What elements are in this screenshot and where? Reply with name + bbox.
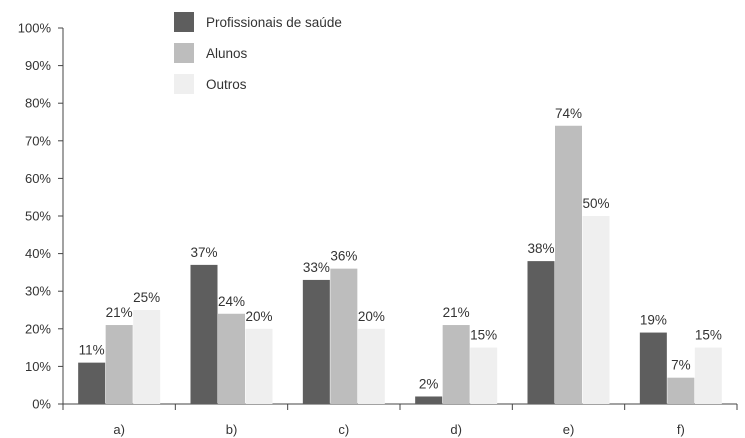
- x-tick-label: d): [450, 422, 462, 437]
- data-label: 50%: [582, 196, 609, 211]
- y-tick-label: 30%: [25, 284, 51, 299]
- legend-swatch: [174, 43, 194, 63]
- legend-label: Profissionais de saúde: [206, 15, 342, 30]
- y-tick-label: 10%: [25, 359, 51, 374]
- y-tick-label: 60%: [25, 171, 51, 186]
- bar: [639, 332, 667, 404]
- data-label: 15%: [695, 328, 722, 343]
- bar: [302, 279, 330, 404]
- data-label: 2%: [419, 376, 439, 391]
- y-tick-label: 100%: [18, 21, 52, 36]
- data-label: 33%: [303, 260, 330, 275]
- data-label: 38%: [527, 241, 554, 256]
- legend-label: Outros: [206, 77, 247, 92]
- data-label: 20%: [245, 309, 272, 324]
- data-label: 74%: [555, 106, 582, 121]
- data-label: 25%: [133, 290, 160, 305]
- data-label: 19%: [640, 313, 667, 328]
- bar: [582, 216, 610, 404]
- legend: Profissionais de saúde Alunos Outros: [174, 12, 342, 94]
- y-tick-label: 90%: [25, 58, 51, 73]
- bar: [190, 264, 218, 404]
- bar: [357, 328, 385, 404]
- data-label: 15%: [470, 328, 497, 343]
- y-tick-label: 0%: [32, 397, 51, 412]
- data-label: 36%: [330, 249, 357, 264]
- legend-swatch: [174, 74, 194, 94]
- legend-label: Alunos: [206, 46, 248, 61]
- bar: [470, 347, 498, 404]
- bar: [105, 325, 133, 404]
- y-axis: 0% 10% 20% 30% 40% 50% 60% 70% 80% 90% 100%: [18, 21, 64, 412]
- y-tick-label: 40%: [25, 246, 51, 261]
- bar: [667, 377, 695, 404]
- data-label: 11%: [79, 343, 105, 358]
- x-tick-label: a): [113, 422, 125, 437]
- data-labels: 11%21%25%37%24%20%33%36%20%2%21%15%38%74…: [79, 106, 722, 392]
- data-label: 7%: [671, 358, 691, 373]
- x-tick-label: e): [563, 422, 575, 437]
- bar: [133, 310, 161, 404]
- bar: [527, 261, 555, 404]
- data-label: 37%: [190, 245, 217, 260]
- y-tick-label: 80%: [25, 96, 51, 111]
- x-tick-label: c): [338, 422, 349, 437]
- bar: [330, 268, 358, 404]
- y-tick-label: 70%: [25, 133, 51, 148]
- x-tick-label: b): [226, 422, 238, 437]
- bar: [555, 125, 582, 404]
- bar: [245, 328, 273, 404]
- bar: [78, 362, 106, 404]
- data-label: 20%: [358, 309, 385, 324]
- y-tick-label: 50%: [25, 209, 51, 224]
- x-tick-label: f): [677, 422, 685, 437]
- bar: [442, 325, 470, 404]
- bar: [218, 313, 245, 404]
- legend-swatch: [174, 12, 194, 32]
- bar: [694, 347, 722, 404]
- bars: [78, 125, 722, 404]
- bar: [415, 396, 443, 404]
- x-axis: a) b) c) d) e) f): [62, 403, 738, 437]
- data-label: 21%: [443, 305, 470, 320]
- data-label: 24%: [218, 294, 245, 309]
- y-tick-label: 20%: [25, 321, 51, 336]
- data-label: 21%: [106, 305, 133, 320]
